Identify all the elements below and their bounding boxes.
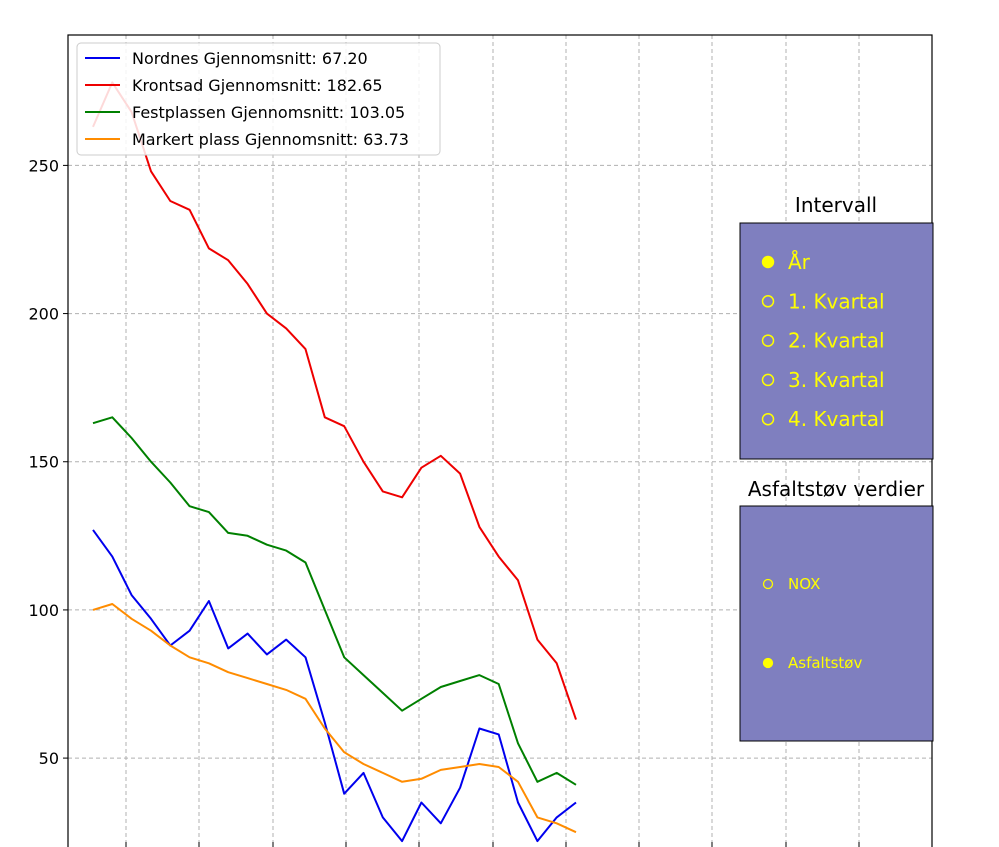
value-option-label-1[interactable]: Asfaltstøv [788,654,862,672]
legend-label-0: Nordnes Gjennomsnitt: 67.20 [132,49,368,68]
series-line-0 [92,529,577,843]
interval-radio-1[interactable] [761,295,775,308]
legend: Nordnes Gjennomsnitt: 67.20 Krontsad Gjen… [76,42,441,156]
interval-radio-3[interactable] [761,373,775,387]
interval-options: År 1. Kvartal 2. Kvartal 3. Kvartal 4. Kvart… [761,250,885,431]
y-tick-label: 200 [28,305,59,324]
interval-option-label-4[interactable]: 4. Kvartal [788,407,885,431]
interval-radio-0[interactable] [761,255,775,269]
y-tick-label: 100 [28,601,59,620]
interval-option-label-2[interactable]: 2. Kvartal [788,329,885,353]
series-line-3 [92,603,577,834]
legend-label-2: Festplassen Gjennomsnitt: 103.05 [132,103,405,122]
interval-panel-title: Intervall [795,193,877,217]
value-panel: Asfaltstøv verdier NOX Asfaltstøv [739,477,934,742]
value-radio-0[interactable] [762,578,774,590]
y-tick-label: 50 [39,749,59,768]
interval-radio-4[interactable] [761,412,775,426]
interval-radio-2[interactable] [761,334,775,347]
y-tick-label: 250 [28,156,59,175]
legend-label-1: Krontsad Gjennomsnitt: 182.65 [132,76,383,95]
value-options: NOX Asfaltstøv [762,575,862,672]
value-radio-1[interactable] [762,657,774,669]
value-panel-box [739,505,934,742]
series-line-1 [92,81,577,720]
legend-box [76,42,441,156]
value-option-label-0[interactable]: NOX [788,575,820,593]
interval-option-label-1[interactable]: 1. Kvartal [788,289,885,313]
y-tick-label: 150 [28,453,59,472]
legend-label-3: Markert plass Gjennomsnitt: 63.73 [132,130,409,149]
interval-panel: Intervall År 1. Kvartal 2. Kvartal 3. Kvart… [739,193,934,460]
interval-option-label-3[interactable]: 3. Kvartal [788,368,885,392]
series-line-2 [92,416,577,786]
value-panel-title: Asfaltstøv verdier [748,477,925,501]
interval-option-label-0[interactable]: År [788,250,811,274]
